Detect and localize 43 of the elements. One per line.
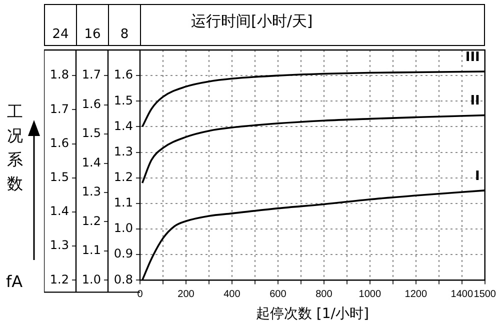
series-label: III (465, 50, 480, 65)
y2-tick-label: 1.3 (82, 184, 101, 199)
x-tick-label: 400 (224, 288, 241, 300)
y-tick-label: 0.9 (114, 246, 133, 261)
y3-tick-label: 1.6 (50, 136, 69, 150)
y3-tick-label: 1.4 (50, 204, 69, 218)
y-axis-title: 8 (108, 4, 140, 46)
y3-tick-label: 1.2 (50, 272, 69, 286)
y-tick-label: 1.1 (114, 196, 133, 210)
y2-tick-label: 1.2 (82, 214, 101, 228)
text: fA (6, 272, 23, 291)
y-tick-label: 1.6 (114, 68, 133, 82)
x-tick-label: 1200 (404, 288, 428, 300)
y2-axis-title: 16 (76, 4, 108, 46)
series-label: II (470, 94, 480, 109)
y2-tick-label: 1.1 (82, 243, 101, 258)
chart-title: 运行时间[小时/天] (140, 4, 485, 46)
y-tick-label: 0.8 (114, 272, 133, 286)
y-tick-label: 1.4 (114, 118, 133, 133)
x-tick-label: 800 (316, 288, 333, 300)
y2-tick-label: 1.6 (82, 96, 101, 111)
x-tick-label: 0 (137, 288, 144, 300)
x-tick-label: 200 (178, 288, 195, 300)
y2-tick-label: 1.7 (82, 68, 101, 82)
y3-tick-label: 1.7 (50, 102, 69, 116)
y-tick-label: 1.3 (114, 144, 133, 158)
y-tick-label: 1.0 (114, 221, 133, 236)
y3-tick-label: 1.3 (50, 238, 69, 252)
y2-tick-label: 1.0 (82, 272, 101, 286)
series-label: I (475, 168, 480, 184)
x-tick-label: 1500 (474, 288, 496, 300)
y3-axis-title: 24 (44, 4, 76, 46)
x-tick-label: 1000 (358, 288, 382, 300)
y2-tick-label: 1.4 (82, 155, 101, 170)
text: 工况系数 (6, 101, 24, 195)
x-tick-label: 1400 (450, 288, 474, 300)
x-axis-title: 起停次数 [1/小时] (256, 306, 369, 322)
y2-tick-label: 1.5 (82, 126, 101, 140)
y3-tick-label: 1.8 (50, 68, 69, 82)
y-tick-label: 1.2 (114, 170, 133, 184)
y3-tick-label: 1.5 (50, 170, 69, 184)
x-tick-label: 600 (270, 288, 287, 300)
y-tick-label: 1.5 (114, 93, 133, 108)
